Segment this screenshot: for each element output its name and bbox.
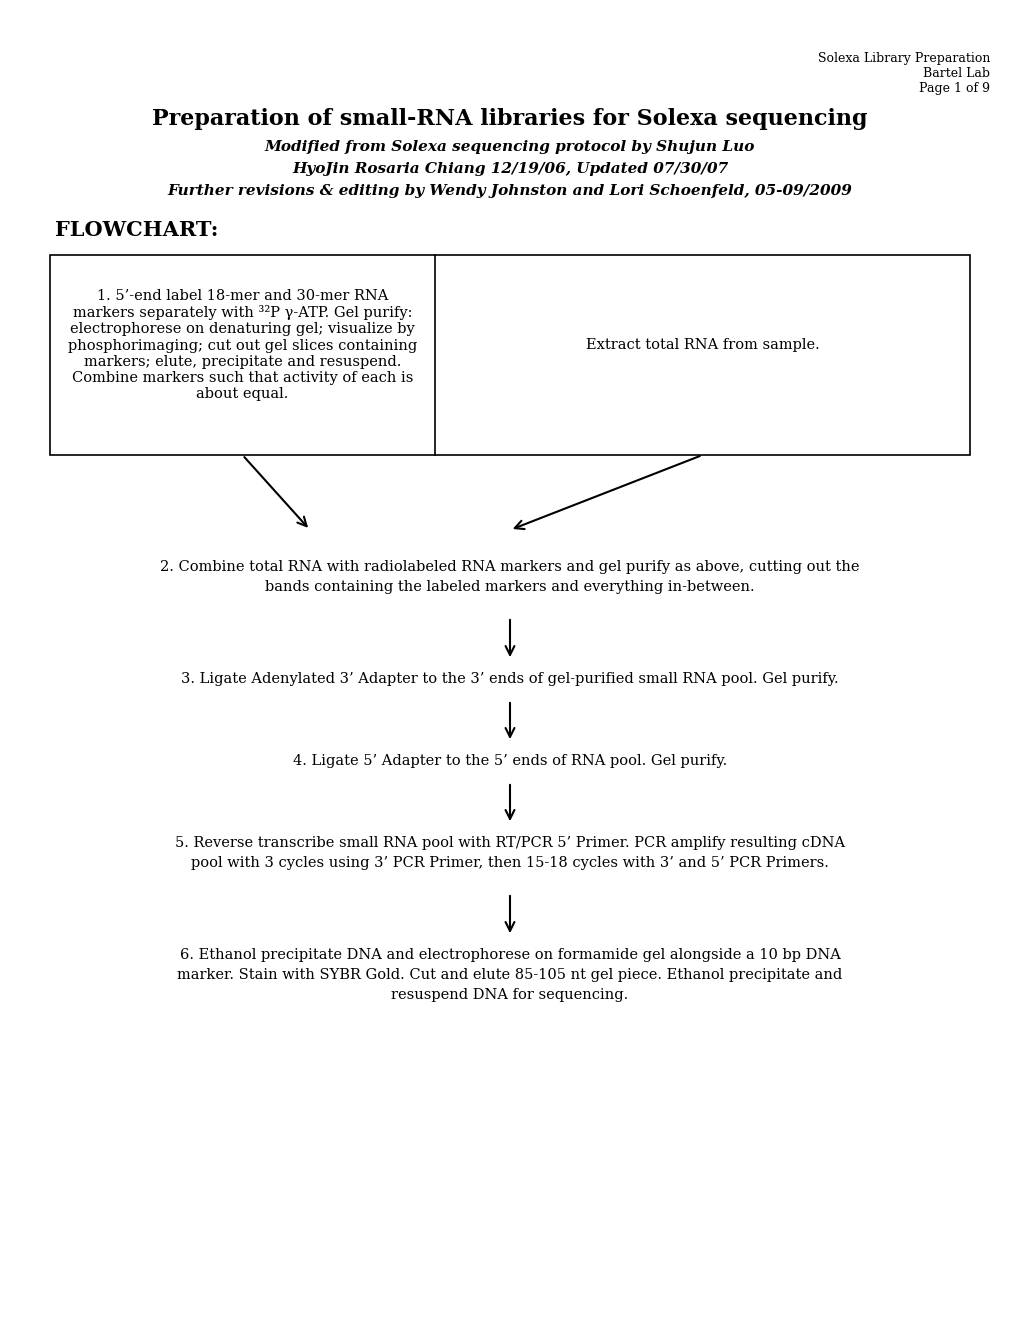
Bar [50,255,969,455]
Text: resuspend DNA for sequencing.: resuspend DNA for sequencing. [391,987,628,1002]
Text: HyoJin Rosaria Chiang 12/19/06, Updated 07/30/07: HyoJin Rosaria Chiang 12/19/06, Updated … [291,162,728,176]
Text: marker. Stain with SYBR Gold. Cut and elute 85-105 nt gel piece. Ethanol precipi: marker. Stain with SYBR Gold. Cut and el… [177,968,842,982]
Text: Modified from Solexa sequencing protocol by Shujun Luo: Modified from Solexa sequencing protocol… [265,140,754,154]
Text: bands containing the labeled markers and everything in-between.: bands containing the labeled markers and… [265,579,754,594]
Text: FLOWCHART:: FLOWCHART: [55,220,218,240]
Text: 1. 5’-end label 18-mer and 30-mer RNA
markers separately with ³²P γ-ATP. Gel pur: 1. 5’-end label 18-mer and 30-mer RNA ma… [68,289,417,401]
Text: 2. Combine total RNA with radiolabeled RNA markers and gel purify as above, cutt: 2. Combine total RNA with radiolabeled R… [160,560,859,574]
Text: pool with 3 cycles using 3’ PCR Primer, then 15-18 cycles with 3’ and 5’ PCR Pri: pool with 3 cycles using 3’ PCR Primer, … [191,855,828,870]
Text: 3. Ligate Adenylated 3’ Adapter to the 3’ ends of gel-purified small RNA pool. G: 3. Ligate Adenylated 3’ Adapter to the 3… [181,672,838,686]
Text: 4. Ligate 5’ Adapter to the 5’ ends of RNA pool. Gel purify.: 4. Ligate 5’ Adapter to the 5’ ends of R… [292,754,727,768]
Text: 6. Ethanol precipitate DNA and electrophorese on formamide gel alongside a 10 bp: 6. Ethanol precipitate DNA and electroph… [179,948,840,962]
Text: Solexa Library Preparation: Solexa Library Preparation [817,51,989,65]
Text: Page 1 of 9: Page 1 of 9 [918,82,989,95]
Text: Further revisions & editing by Wendy Johnston and Lori Schoenfeld, 05-09/2009: Further revisions & editing by Wendy Joh… [167,183,852,198]
Text: Extract total RNA from sample.: Extract total RNA from sample. [585,338,818,352]
Text: Bartel Lab: Bartel Lab [922,67,989,81]
Text: 5. Reverse transcribe small RNA pool with RT/PCR 5’ Primer. PCR amplify resultin: 5. Reverse transcribe small RNA pool wit… [175,836,844,850]
Text: Preparation of small-RNA libraries for Solexa sequencing: Preparation of small-RNA libraries for S… [152,108,867,129]
